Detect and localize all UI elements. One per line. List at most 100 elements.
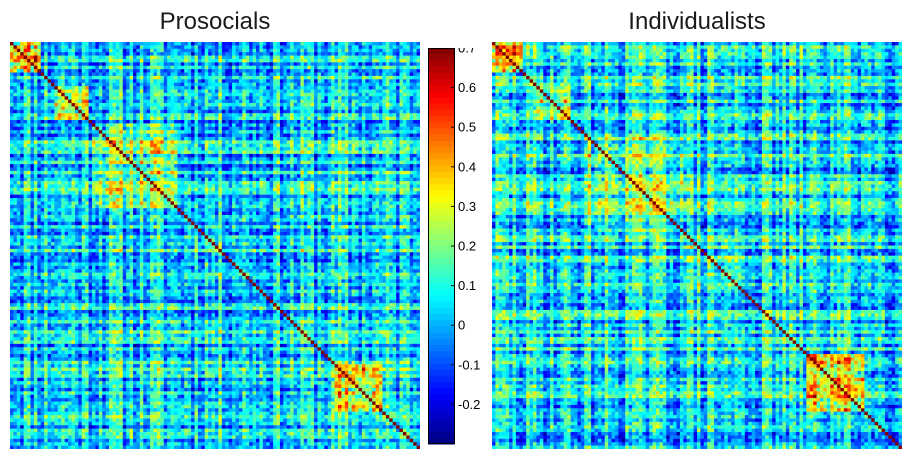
heatmap-prosocials-cell	[317, 157, 322, 162]
heatmap-prosocials-cell	[187, 103, 192, 107]
heatmap-prosocials-cell	[259, 48, 264, 53]
heatmap-prosocials-cell	[153, 140, 158, 145]
heatmap-prosocials-cell	[133, 42, 137, 46]
heatmap-prosocials-cell	[334, 75, 339, 80]
heatmap-prosocials-cell	[57, 170, 62, 175]
heatmap-prosocials-cell	[85, 160, 89, 165]
heatmap-prosocials-cell	[211, 177, 216, 182]
heatmap-prosocials-cell	[105, 96, 110, 101]
heatmap-prosocials-cell	[126, 79, 130, 84]
heatmap-prosocials-cell	[201, 96, 206, 101]
heatmap-prosocials-cell	[358, 52, 363, 56]
heatmap-prosocials-cell	[225, 69, 230, 73]
heatmap-prosocials-cell	[44, 133, 48, 138]
heatmap-prosocials-cell	[348, 123, 353, 128]
heatmap-prosocials-cell	[133, 52, 137, 56]
heatmap-prosocials-cell	[293, 58, 298, 63]
heatmap-prosocials-cell	[139, 140, 144, 145]
heatmap-prosocials-cell	[269, 96, 274, 101]
heatmap-prosocials-cell	[184, 62, 189, 67]
heatmap-prosocials-cell	[344, 45, 349, 50]
heatmap-prosocials-cell	[286, 177, 291, 182]
heatmap-prosocials-cell	[187, 99, 192, 104]
heatmap-prosocials-cell	[160, 157, 165, 162]
heatmap-prosocials-cell	[177, 55, 182, 60]
heatmap-prosocials-cell	[385, 130, 390, 134]
heatmap-prosocials-cell	[361, 126, 366, 131]
heatmap-prosocials-cell	[30, 113, 35, 118]
heatmap-prosocials-cell	[242, 65, 247, 70]
heatmap-prosocials-cell	[218, 79, 223, 84]
heatmap-prosocials-cell	[307, 164, 312, 168]
heatmap-prosocials-cell	[204, 153, 209, 158]
heatmap-prosocials-cell	[334, 120, 339, 124]
heatmap-prosocials-cell	[85, 147, 89, 151]
heatmap-prosocials-cell	[16, 82, 21, 87]
heatmap-prosocials-cell	[218, 48, 223, 53]
heatmap-prosocials-cell	[150, 103, 154, 107]
heatmap-prosocials-cell	[402, 116, 407, 121]
heatmap-prosocials-cell	[146, 136, 151, 141]
heatmap-prosocials-cell	[286, 99, 291, 104]
heatmap-prosocials-cell	[51, 79, 55, 84]
heatmap-prosocials-cell	[348, 103, 353, 107]
heatmap-prosocials-cell	[355, 69, 359, 73]
heatmap-prosocials-cell	[102, 116, 107, 121]
heatmap-prosocials-cell	[184, 126, 189, 131]
heatmap-prosocials-cell	[40, 177, 45, 182]
heatmap-prosocials-cell	[150, 79, 154, 84]
heatmap-prosocials-cell	[95, 143, 100, 148]
heatmap-prosocials-cell	[201, 157, 206, 162]
heatmap-prosocials-cell	[276, 55, 281, 60]
heatmap-prosocials-cell	[215, 55, 219, 60]
heatmap-prosocials-cell	[413, 167, 417, 172]
heatmap-prosocials-cell	[379, 42, 383, 46]
heatmap-prosocials-cell	[406, 167, 411, 172]
heatmap-prosocials-cell	[392, 52, 397, 56]
heatmap-prosocials-cell	[33, 92, 38, 97]
heatmap-prosocials-cell	[191, 133, 195, 138]
heatmap-prosocials-cell	[68, 153, 72, 158]
heatmap-prosocials-cell	[88, 126, 93, 131]
heatmap-prosocials-cell	[68, 170, 72, 175]
heatmap-prosocials-cell	[303, 136, 308, 141]
heatmap-prosocials-cell	[194, 86, 199, 90]
heatmap-prosocials-cell	[293, 113, 298, 118]
heatmap-prosocials-cell	[399, 153, 404, 158]
heatmap-prosocials-cell	[16, 143, 21, 148]
heatmap-prosocials-cell	[74, 69, 79, 73]
heatmap-prosocials-cell	[102, 89, 107, 94]
heatmap-prosocials-cell	[10, 177, 14, 182]
heatmap-prosocials-cell	[331, 174, 335, 179]
heatmap-prosocials-cell	[180, 103, 185, 107]
heatmap-prosocials-cell	[204, 72, 209, 77]
heatmap-prosocials-cell	[119, 52, 124, 56]
heatmap-prosocials-cell	[156, 153, 161, 158]
heatmap-prosocials-cell	[20, 160, 25, 165]
heatmap-prosocials-cell	[30, 140, 35, 145]
heatmap-prosocials-cell	[235, 167, 240, 172]
heatmap-prosocials-cell	[170, 92, 175, 97]
heatmap-prosocials-cell	[235, 42, 240, 46]
heatmap-prosocials-cell	[310, 75, 315, 80]
heatmap-prosocials-cell	[273, 170, 277, 175]
heatmap-prosocials-cell	[37, 86, 42, 90]
heatmap-prosocials-cell	[40, 164, 45, 168]
heatmap-prosocials-cell	[78, 79, 83, 84]
heatmap-prosocials-cell	[228, 52, 233, 56]
heatmap-prosocials-cell	[126, 45, 130, 50]
heatmap-prosocials-cell	[249, 96, 253, 101]
heatmap-prosocials-cell	[338, 106, 342, 111]
heatmap-prosocials-cell	[266, 116, 271, 121]
heatmap-prosocials-cell	[92, 164, 96, 168]
heatmap-prosocials-cell	[290, 55, 294, 60]
heatmap-prosocials-cell	[215, 75, 219, 80]
heatmap-prosocials-cell	[170, 89, 175, 94]
heatmap-prosocials-cell	[238, 82, 243, 87]
heatmap-prosocials-cell	[290, 160, 294, 165]
heatmap-prosocials-cell	[211, 153, 216, 158]
heatmap-prosocials-cell	[245, 116, 250, 121]
heatmap-prosocials-cell	[44, 65, 48, 70]
heatmap-prosocials-cell	[375, 157, 380, 162]
heatmap-prosocials-cell	[23, 113, 28, 118]
